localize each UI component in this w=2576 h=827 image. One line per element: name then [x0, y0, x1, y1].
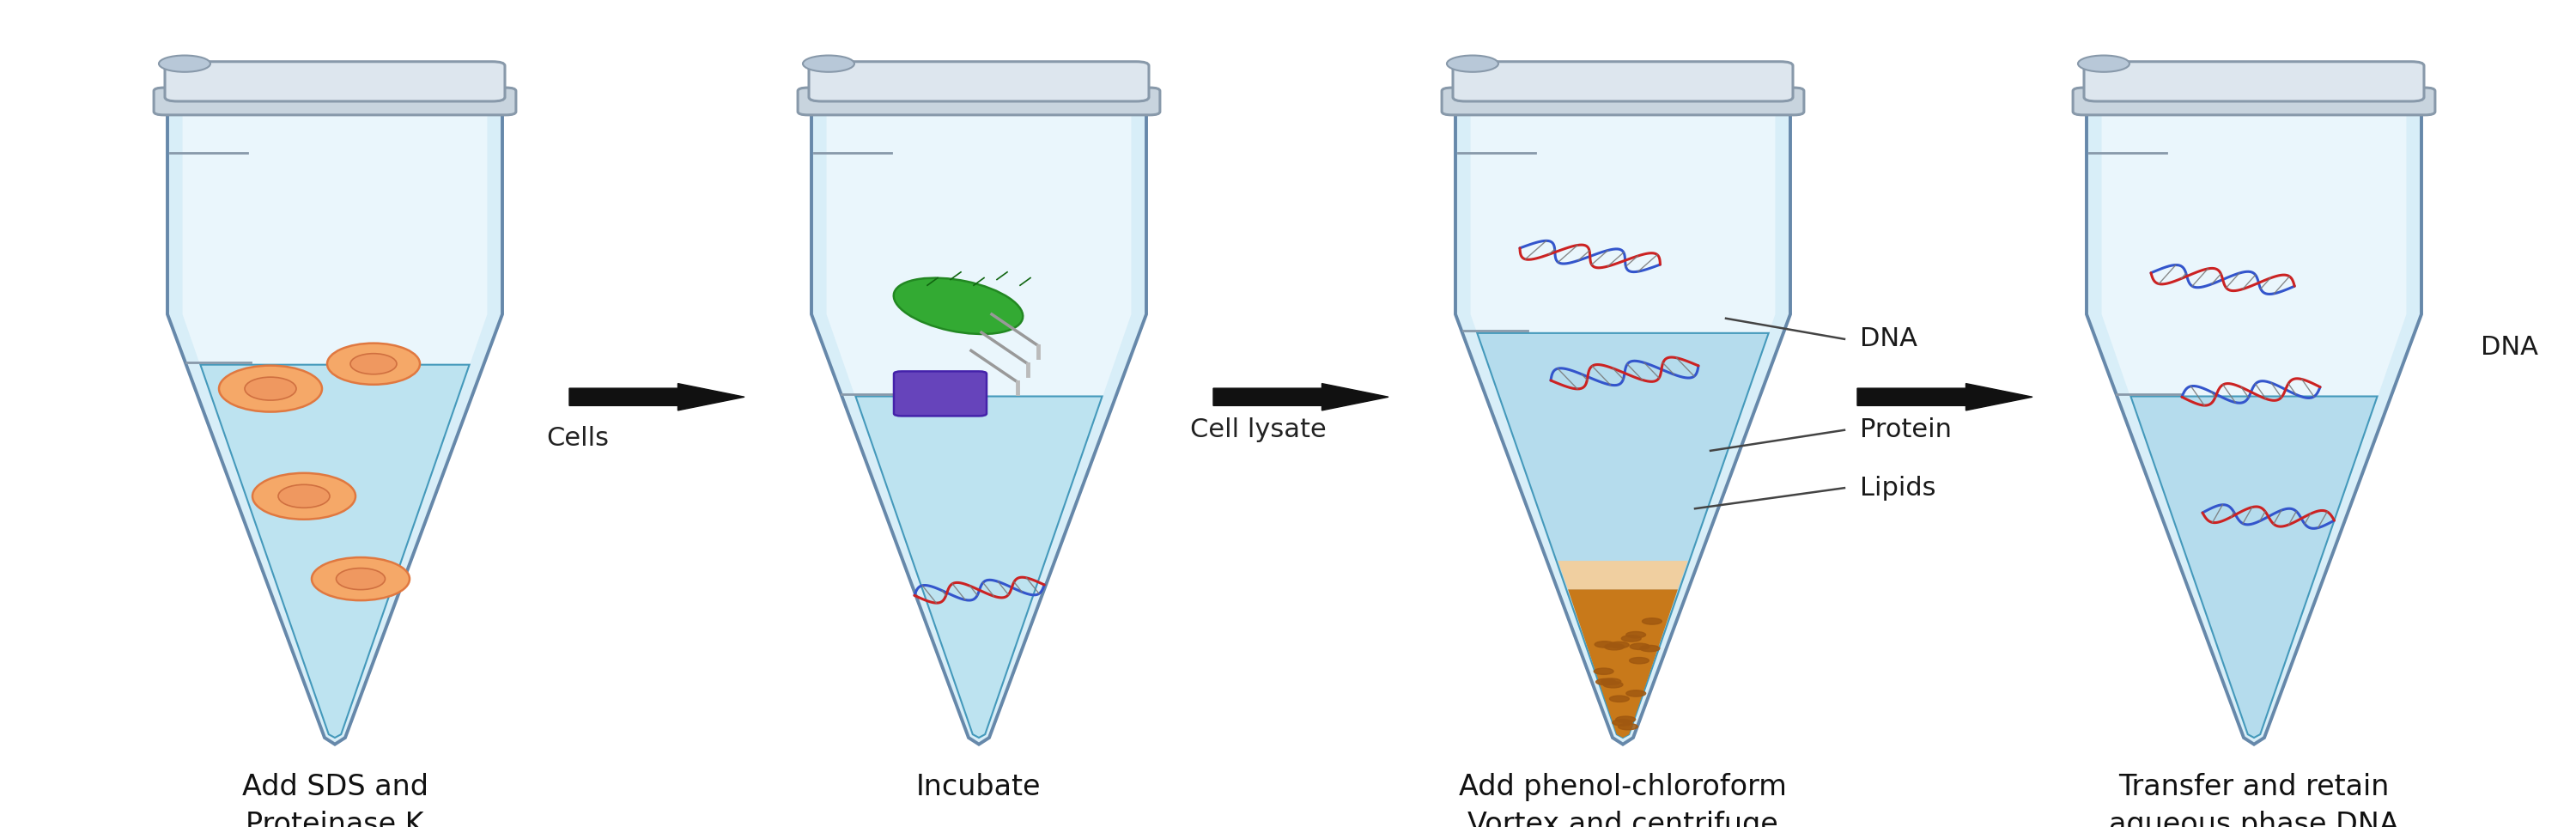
Text: Add phenol-chloroform
Vortex and centrifuge: Add phenol-chloroform Vortex and centrif…	[1458, 773, 1788, 827]
Circle shape	[1597, 679, 1615, 685]
Circle shape	[1613, 719, 1633, 726]
Circle shape	[1602, 678, 1620, 685]
Ellipse shape	[312, 557, 410, 600]
Polygon shape	[1857, 384, 2032, 410]
Ellipse shape	[335, 568, 386, 590]
Text: Cell lysate: Cell lysate	[1190, 418, 1327, 442]
Circle shape	[1610, 696, 1628, 702]
Text: Lipids: Lipids	[1860, 476, 1937, 500]
Text: Add SDS and
Proteinase K: Add SDS and Proteinase K	[242, 773, 428, 827]
Circle shape	[1610, 642, 1628, 648]
Circle shape	[2079, 55, 2130, 72]
Text: DNA: DNA	[2481, 335, 2537, 360]
Polygon shape	[201, 365, 469, 738]
Polygon shape	[569, 384, 744, 410]
FancyBboxPatch shape	[2084, 61, 2424, 101]
Ellipse shape	[327, 343, 420, 385]
Polygon shape	[2087, 112, 2421, 744]
Polygon shape	[2102, 112, 2406, 738]
Circle shape	[160, 55, 211, 72]
Polygon shape	[1558, 561, 1687, 590]
Circle shape	[1448, 55, 1499, 72]
Circle shape	[1602, 681, 1623, 688]
Circle shape	[1620, 635, 1641, 642]
FancyBboxPatch shape	[2074, 88, 2434, 115]
Polygon shape	[183, 112, 487, 738]
Ellipse shape	[245, 377, 296, 400]
Text: Cells: Cells	[546, 426, 608, 451]
Circle shape	[1641, 645, 1659, 652]
Ellipse shape	[278, 485, 330, 508]
Circle shape	[1615, 716, 1636, 723]
Circle shape	[804, 55, 855, 72]
Circle shape	[1625, 632, 1646, 638]
Ellipse shape	[894, 278, 1023, 334]
Circle shape	[1618, 724, 1638, 729]
FancyBboxPatch shape	[894, 371, 987, 416]
Polygon shape	[827, 112, 1131, 738]
Circle shape	[1631, 657, 1649, 664]
Circle shape	[1643, 618, 1662, 624]
Circle shape	[1605, 643, 1623, 650]
Circle shape	[1595, 668, 1613, 675]
Polygon shape	[1569, 590, 1677, 738]
Polygon shape	[1455, 112, 1790, 744]
FancyBboxPatch shape	[1443, 88, 1803, 115]
Polygon shape	[811, 112, 1146, 744]
Polygon shape	[1476, 333, 1770, 738]
Circle shape	[1631, 643, 1649, 650]
Text: Protein: Protein	[1860, 418, 1953, 442]
FancyBboxPatch shape	[155, 88, 515, 115]
Polygon shape	[167, 112, 502, 744]
FancyBboxPatch shape	[1453, 61, 1793, 101]
Polygon shape	[1213, 384, 1388, 410]
Circle shape	[1625, 691, 1646, 696]
Ellipse shape	[350, 353, 397, 374]
Circle shape	[1595, 641, 1615, 648]
FancyBboxPatch shape	[165, 61, 505, 101]
Polygon shape	[855, 396, 1103, 738]
Ellipse shape	[219, 366, 322, 412]
Text: Incubate: Incubate	[917, 773, 1041, 801]
FancyBboxPatch shape	[809, 61, 1149, 101]
Ellipse shape	[252, 473, 355, 519]
Text: DNA: DNA	[1860, 327, 1917, 351]
FancyBboxPatch shape	[799, 88, 1159, 115]
Polygon shape	[2130, 396, 2378, 738]
Text: Transfer and retain
aqueous phase DNA: Transfer and retain aqueous phase DNA	[2110, 773, 2398, 827]
Polygon shape	[1471, 112, 1775, 738]
